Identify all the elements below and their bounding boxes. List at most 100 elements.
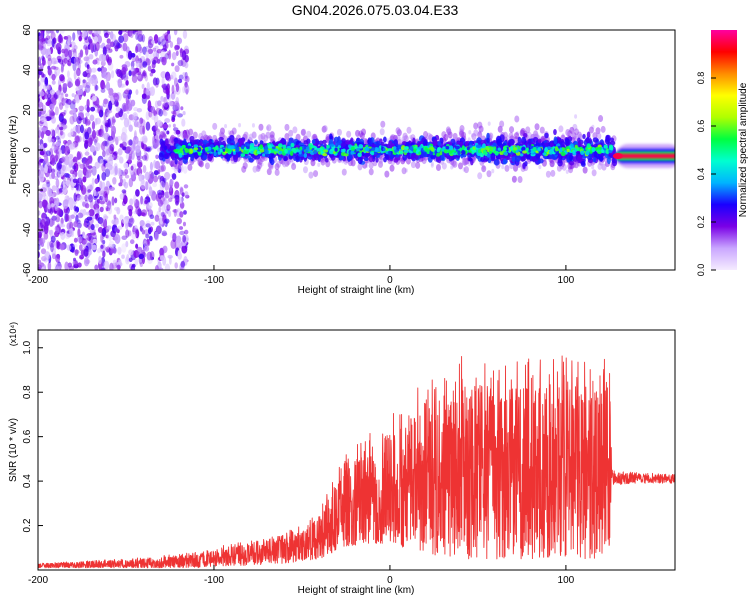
noise-speck: [85, 203, 89, 208]
noise-speck: [76, 116, 82, 124]
band-halo: [244, 132, 249, 139]
noise-speck: [172, 85, 175, 94]
band-core-cell: [437, 147, 441, 150]
noise-speck: [56, 151, 60, 159]
noise-speck: [176, 241, 180, 247]
noise-speck: [118, 148, 123, 155]
noise-speck: [86, 212, 90, 216]
noise-speck: [184, 84, 189, 94]
noise-speck: [158, 268, 163, 272]
band-halo: [369, 168, 374, 175]
noise-speck: [131, 232, 136, 239]
band-core-cell: [356, 148, 360, 151]
noise-speck: [134, 259, 138, 266]
noise-speck: [118, 182, 122, 186]
noise-speck: [153, 77, 158, 85]
noise-speck: [73, 221, 78, 227]
band-core-cell: [333, 151, 336, 154]
band-core-cell: [322, 153, 327, 156]
band-core-cell: [461, 150, 466, 154]
noise-speck: [161, 39, 166, 47]
noise-speck: [41, 55, 44, 61]
noise-speck: [86, 170, 92, 178]
noise-speck: [491, 169, 494, 173]
band-core-cell: [610, 146, 614, 151]
noise-speck: [55, 142, 60, 147]
noise-speck: [431, 163, 434, 167]
noise-speck: [169, 179, 173, 185]
noise-speck: [63, 199, 69, 209]
band-core-cell: [262, 153, 265, 157]
noise-speck: [137, 162, 142, 168]
noise-speck: [87, 217, 93, 221]
band-core-cell: [313, 150, 317, 154]
band-cell: [577, 155, 582, 163]
band-core-cell: [498, 147, 501, 150]
noise-speck: [112, 177, 116, 185]
band-halo: [592, 169, 597, 176]
noise-speck: [180, 187, 184, 195]
noise-speck: [51, 171, 55, 179]
band-core-cell: [342, 149, 346, 153]
noise-speck: [90, 115, 95, 122]
noise-speck: [74, 211, 78, 215]
band-halo: [406, 127, 411, 134]
noise-speck: [92, 244, 97, 250]
noise-speck: [152, 182, 157, 187]
snr-series: [38, 356, 675, 568]
band-cell: [203, 154, 208, 160]
noise-speck: [128, 249, 133, 255]
noise-speck: [117, 247, 121, 255]
noise-speck: [140, 212, 145, 216]
noise-speck: [65, 180, 70, 186]
noise-speck: [150, 214, 155, 219]
x-tick-label: 100: [558, 275, 575, 286]
noise-speck: [135, 206, 140, 215]
noise-speck: [116, 101, 119, 107]
band-core-cell: [482, 143, 486, 148]
band-core-cell: [537, 147, 541, 151]
noise-speck: [112, 116, 115, 125]
noise-speck: [52, 185, 57, 191]
noise-speck: [97, 248, 101, 253]
band-cell: [394, 158, 399, 163]
noise-speck: [83, 91, 86, 97]
noise-speck: [71, 214, 75, 219]
band-core-cell: [284, 149, 287, 154]
noise-speck: [82, 209, 86, 216]
noise-speck: [129, 258, 133, 263]
noise-speck: [78, 170, 83, 178]
noise-speck: [118, 35, 124, 43]
band-core-cell: [504, 147, 507, 150]
noise-speck: [181, 245, 187, 253]
noise-speck: [468, 130, 471, 134]
band-halo: [512, 176, 517, 183]
noise-speck: [103, 191, 107, 198]
band-core-cell: [371, 152, 374, 156]
band-halo: [321, 159, 326, 166]
noise-speck: [53, 242, 57, 250]
band-halo: [601, 126, 606, 133]
noise-speck: [182, 50, 186, 60]
band-core-cell: [264, 149, 269, 154]
noise-speck: [179, 226, 183, 230]
noise-speck: [179, 211, 183, 217]
band-cell: [369, 138, 373, 145]
noise-speck: [171, 63, 174, 67]
noise-speck: [50, 243, 54, 253]
band-core-cell: [449, 145, 454, 150]
band-core-cell: [185, 148, 189, 153]
noise-speck: [114, 198, 117, 204]
trail-head: [613, 153, 623, 159]
noise-speck: [153, 176, 158, 183]
noise-speck: [82, 176, 86, 182]
y-tick-label: 60: [22, 24, 33, 36]
noise-speck: [115, 220, 119, 225]
band-halo: [464, 166, 469, 173]
noise-speck: [132, 198, 136, 204]
noise-speck: [84, 195, 87, 202]
band-halo: [284, 124, 289, 131]
noise-speck: [145, 51, 149, 58]
noise-speck: [49, 104, 54, 108]
noise-speck: [150, 162, 153, 171]
